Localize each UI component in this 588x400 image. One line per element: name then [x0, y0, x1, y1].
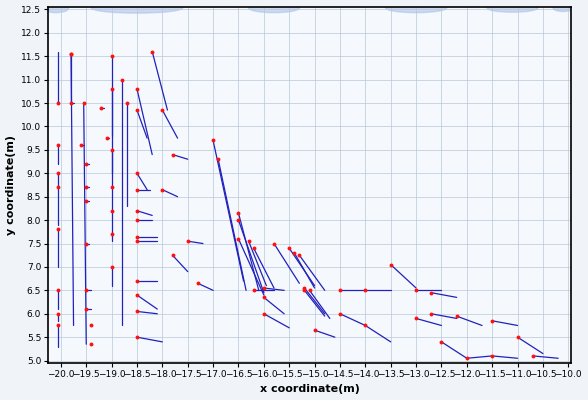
Ellipse shape: [386, 3, 446, 13]
Ellipse shape: [91, 3, 183, 13]
Y-axis label: y coordinate(m): y coordinate(m): [5, 135, 15, 235]
Ellipse shape: [249, 3, 299, 13]
X-axis label: x coordinate(m): x coordinate(m): [259, 384, 359, 394]
Ellipse shape: [43, 4, 68, 13]
Ellipse shape: [487, 4, 538, 12]
Ellipse shape: [553, 4, 573, 12]
